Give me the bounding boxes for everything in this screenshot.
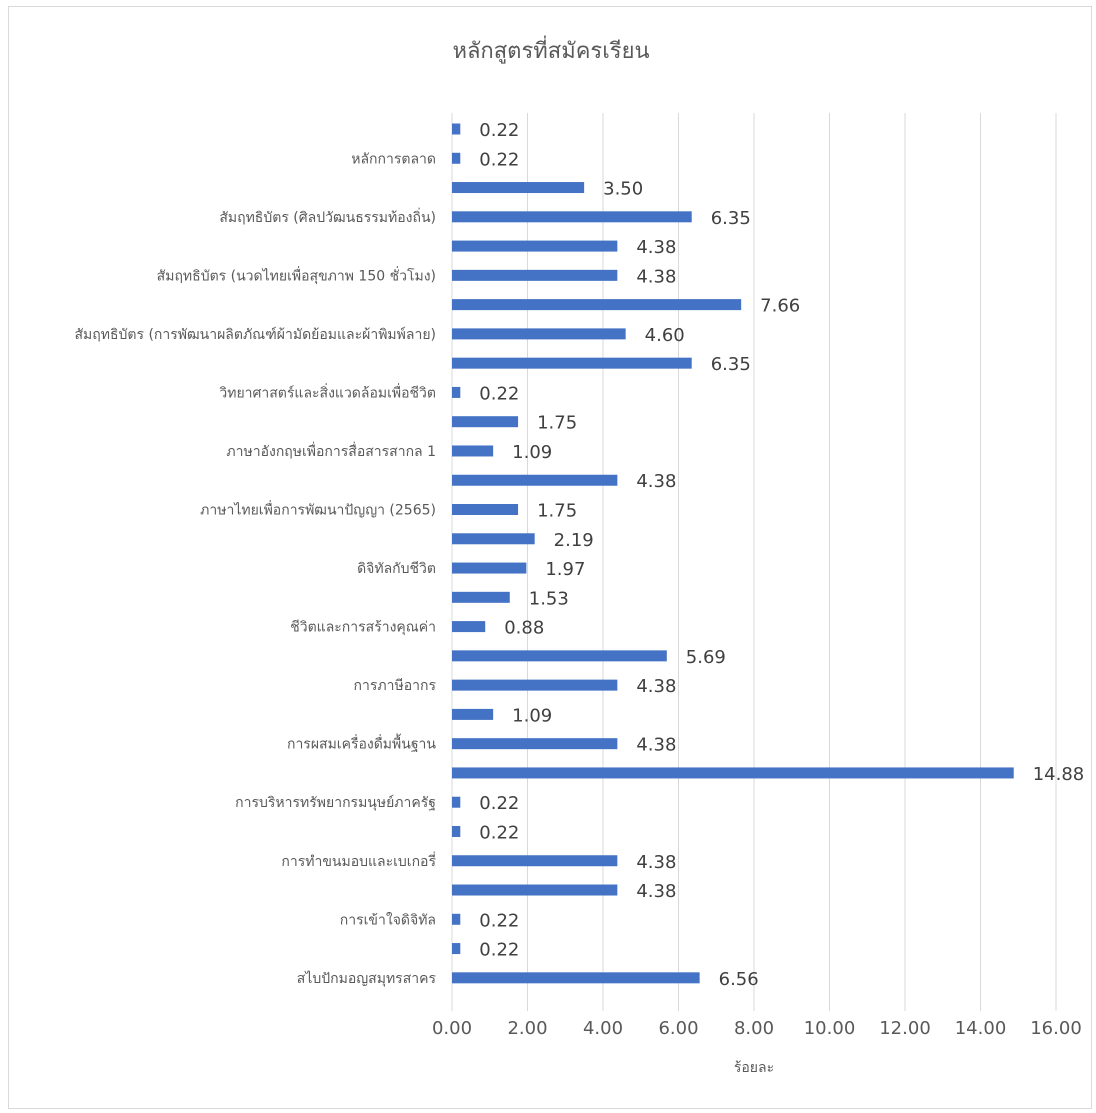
bar xyxy=(452,416,519,428)
data-label: 4.60 xyxy=(645,325,685,346)
category-label: การผสมเครื่องดื่มพื้นฐาน xyxy=(287,734,436,753)
category-label: ภาษาไทยเพื่อการพัฒนาปัญญา (2565) xyxy=(200,501,436,519)
chart-title: หลักสูตรที่สมัครเรียน xyxy=(452,35,649,64)
x-tick-label: 4.00 xyxy=(583,1018,623,1039)
x-tick-label: 8.00 xyxy=(734,1018,774,1039)
bar xyxy=(452,211,692,223)
data-label: 2.19 xyxy=(554,530,594,551)
data-label: 6.35 xyxy=(711,208,751,229)
bar xyxy=(452,913,461,925)
bar xyxy=(452,386,461,398)
data-label: 4.38 xyxy=(636,881,676,902)
bar xyxy=(452,533,535,545)
data-label: 1.09 xyxy=(512,705,552,726)
category-label: สไบปักมอญสมุทรสาคร xyxy=(297,970,437,987)
bar xyxy=(452,796,461,808)
bar xyxy=(452,650,667,662)
x-tick-label: 12.00 xyxy=(879,1018,931,1039)
category-label: สัมฤทธิบัตร (ศิลปวัฒนธรรมท้องถิ่น) xyxy=(219,208,436,226)
data-label: 4.38 xyxy=(636,735,676,756)
bar xyxy=(452,182,585,194)
data-label: 0.22 xyxy=(479,910,519,931)
data-label: 0.22 xyxy=(479,793,519,814)
bar xyxy=(452,299,742,311)
data-label: 5.69 xyxy=(686,647,726,668)
data-label: 1.53 xyxy=(529,588,569,609)
bar xyxy=(452,474,618,486)
data-label: 0.22 xyxy=(479,383,519,404)
x-tick-label: 14.00 xyxy=(955,1018,1007,1039)
category-label: ชีวิตและการสร้างคุณค่า xyxy=(290,620,436,636)
data-labels: 0.22 0.22 3.50 6.35 4.38 4.38 7.66 4.60 6.35 0.22… xyxy=(479,120,1084,990)
bar xyxy=(452,708,494,720)
bar xyxy=(452,621,486,633)
x-tick-label: 16.00 xyxy=(1030,1018,1082,1039)
data-label: 0.88 xyxy=(504,618,544,639)
data-label: 1.09 xyxy=(512,442,552,463)
bars xyxy=(452,123,1014,984)
bar xyxy=(452,767,1014,779)
x-tick-labels: 0.00 2.00 4.00 6.00 8.00 10.00 12.00 14.00 16.00 xyxy=(432,1018,1082,1039)
bar xyxy=(452,825,461,837)
data-label: 1.75 xyxy=(537,413,577,434)
x-tick-label: 6.00 xyxy=(658,1018,698,1039)
data-label: 0.22 xyxy=(479,120,519,141)
x-tick-label: 10.00 xyxy=(804,1018,856,1039)
category-label: ดิจิทัลกับชีวิต xyxy=(357,561,436,577)
bar xyxy=(452,738,618,750)
bar xyxy=(452,884,618,896)
data-label: 0.22 xyxy=(479,940,519,961)
bar xyxy=(452,123,461,135)
data-label: 0.22 xyxy=(479,822,519,843)
x-tick-label: 0.00 xyxy=(432,1018,472,1039)
data-label: 4.38 xyxy=(636,676,676,697)
bar xyxy=(452,679,618,691)
data-label: 0.22 xyxy=(479,149,519,170)
bar xyxy=(452,240,618,252)
bar xyxy=(452,591,510,603)
category-label: ภาษาอังกฤษเพื่อการสื่อสารสากล 1 xyxy=(226,442,436,460)
bar xyxy=(452,504,519,516)
bar xyxy=(452,152,461,164)
category-label: วิทยาศาสตร์และสิ่งแวดล้อมเพื่อชีวิต xyxy=(219,383,436,401)
data-label: 4.38 xyxy=(636,266,676,287)
category-label: หลักการตลาด xyxy=(351,151,436,167)
data-label: 6.35 xyxy=(711,354,751,375)
category-label: การบริหารทรัพยากรมนุษย์ภาครัฐ xyxy=(235,794,436,811)
category-label: การทำขนมอบและเบเกอรี่ xyxy=(281,852,436,870)
bar xyxy=(452,943,461,955)
category-label: การภาษีอากร xyxy=(354,678,437,694)
bar xyxy=(452,562,527,574)
category-label: สัมฤทธิบัตร (การพัฒนาผลิตภัณฑ์ผ้ามัดย้อม… xyxy=(74,326,436,343)
x-tick-label: 2.00 xyxy=(507,1018,547,1039)
data-label: 4.38 xyxy=(636,852,676,873)
bar xyxy=(452,269,618,281)
data-label: 14.88 xyxy=(1033,764,1085,785)
data-label: 1.75 xyxy=(537,501,577,522)
data-label: 4.38 xyxy=(636,237,676,258)
bar xyxy=(452,328,626,340)
data-label: 1.97 xyxy=(545,559,585,580)
bar xyxy=(452,445,494,457)
data-label: 3.50 xyxy=(603,179,643,200)
data-label: 6.56 xyxy=(719,969,759,990)
data-label: 7.66 xyxy=(760,296,800,317)
category-label: สัมฤทธิบัตร (นวดไทยเพื่อสุขภาพ 150 ชั่วโ… xyxy=(157,266,436,284)
x-axis-title: ร้อยละ xyxy=(734,1060,774,1076)
bar xyxy=(452,972,700,984)
bar xyxy=(452,855,618,867)
category-label: การเข้าใจดิจิทัล xyxy=(340,911,436,928)
data-label: 4.38 xyxy=(636,471,676,492)
bar xyxy=(452,357,692,369)
